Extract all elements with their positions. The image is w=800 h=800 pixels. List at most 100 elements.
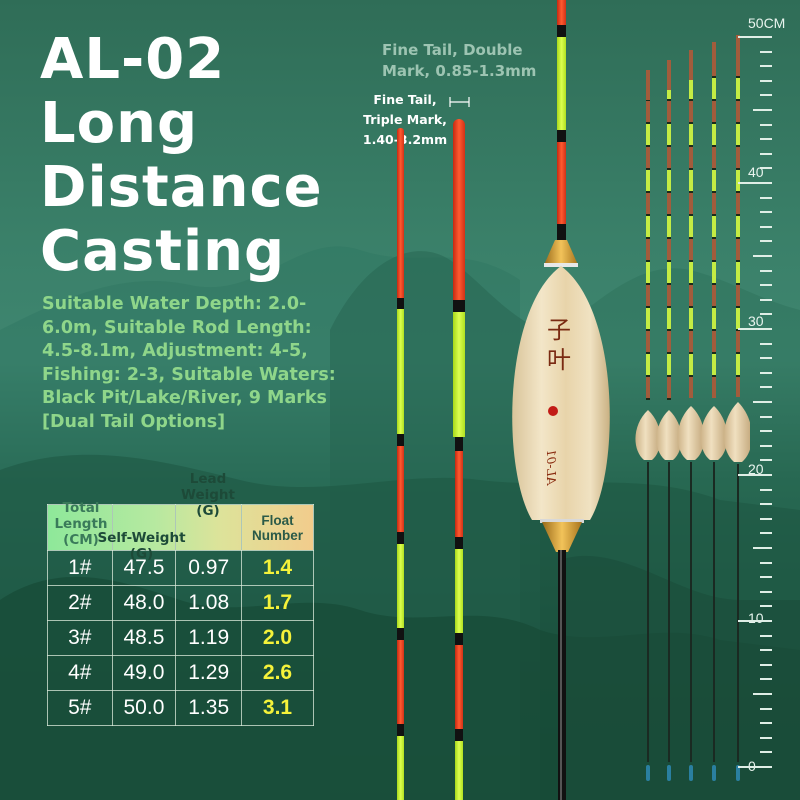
header-total-length [47, 504, 113, 551]
header-self-weight [111, 504, 177, 551]
small-float-2 [656, 60, 682, 781]
header-lead-weight [175, 504, 243, 551]
ruler-tick [760, 532, 772, 535]
small-float-5 [723, 35, 750, 781]
ruler-tick [753, 401, 772, 403]
thick-tail-detail [453, 119, 465, 800]
ruler-tick [760, 576, 772, 579]
ruler-tick [760, 736, 772, 739]
table-header-row: Float Number [47, 504, 314, 551]
ruler-tick [760, 211, 772, 214]
small-float-1 [635, 70, 661, 781]
ruler-tick [760, 65, 772, 68]
ruler-tick [760, 707, 772, 710]
width-measure-icon [449, 97, 470, 107]
ruler-tick [760, 605, 772, 608]
ruler-tick [760, 386, 772, 389]
cell-model: 2# [47, 585, 113, 621]
cell-length: 50.0 [111, 690, 177, 726]
ruler-tick [760, 152, 772, 155]
ruler-tick [738, 766, 772, 768]
ruler-tick [760, 430, 772, 433]
cell-lead: 1.08 [175, 585, 243, 621]
ruler-tick [760, 590, 772, 593]
ruler-tick [760, 167, 772, 170]
double-mark-tail-note: Fine Tail, Double Mark, 0.85-1.3mm [382, 41, 537, 80]
table-row: 1# 47.5 0.97 1.4 [47, 550, 314, 586]
thin-tail-detail [397, 128, 404, 800]
ruler-tick [760, 225, 772, 228]
ruler-tick [738, 328, 772, 330]
main-float-body [512, 240, 610, 800]
cell-float-number: 2.6 [241, 655, 314, 691]
ruler-tick [738, 620, 772, 622]
header-label-total-length: Total Length (CM) [54, 500, 108, 548]
cell-model: 3# [47, 620, 113, 656]
cell-float-number: 2.0 [241, 620, 314, 656]
title-line-model: AL-02 [40, 27, 226, 92]
cell-lead: 1.19 [175, 620, 243, 656]
header-label-lead-weight: Lead Weight (G) [181, 471, 235, 519]
table-row: 2# 48.0 1.08 1.7 [47, 585, 314, 621]
ruler-tick [760, 138, 772, 141]
small-float-4 [700, 42, 728, 781]
triple-mark-tail-note: Fine Tail, Triple Mark, 1.40-3.2mm [362, 92, 448, 147]
ruler-tick [760, 240, 772, 243]
cell-float-number: 1.4 [241, 550, 314, 586]
ruler-tick [760, 649, 772, 652]
ruler-tick [760, 79, 772, 82]
ruler-label-50: 50CM [748, 15, 786, 31]
ruler-tick [760, 415, 772, 418]
ruler-tick [760, 284, 772, 287]
ruler-tick [760, 50, 772, 53]
header-label-self-weight: Self-Weight (G) [97, 530, 186, 562]
ruler-tick [760, 751, 772, 754]
ruler-tick [738, 182, 772, 184]
cell-model: 4# [47, 655, 113, 691]
small-float-3 [677, 50, 705, 781]
product-title: AL-02 Long Distance Casting [40, 28, 323, 284]
table-row: 4# 49.0 1.29 2.6 [47, 655, 314, 691]
ruler-label-30: 30 [748, 313, 764, 329]
cell-lead: 1.29 [175, 655, 243, 691]
ruler-tick [738, 36, 772, 38]
cell-model: 5# [47, 690, 113, 726]
ruler-tick [760, 313, 772, 316]
ruler-tick [760, 503, 772, 506]
ruler-tick [760, 459, 772, 462]
ruler-tick [753, 255, 772, 257]
ruler-tick [760, 298, 772, 301]
cell-lead: 0.97 [175, 550, 243, 586]
cell-length: 48.5 [111, 620, 177, 656]
table-row: 5# 50.0 1.35 3.1 [47, 690, 314, 726]
ruler-tick [760, 371, 772, 374]
ruler-label-20: 20 [748, 461, 764, 477]
cell-lead: 1.35 [175, 690, 243, 726]
ruler-tick [760, 561, 772, 564]
float-model-mark: AL-01 [543, 449, 558, 485]
ruler-tick [760, 357, 772, 360]
ruler-tick [738, 474, 772, 476]
cell-float-number: 1.7 [241, 585, 314, 621]
ruler-tick [760, 678, 772, 681]
ruler-tick [760, 342, 772, 345]
ruler-tick [753, 693, 772, 695]
ruler-tick [760, 663, 772, 666]
title-line-2: Long [40, 91, 199, 156]
ruler-tick [753, 109, 772, 111]
ruler-tick [760, 634, 772, 637]
product-description: Suitable Water Depth: 2.0-6.0m, Suitable… [42, 294, 336, 432]
header-float-number: Float Number [241, 504, 314, 551]
ruler-tick [760, 94, 772, 97]
ruler-tick [760, 196, 772, 199]
ruler-tick [760, 269, 772, 272]
table-row: 3# 48.5 1.19 2.0 [47, 620, 314, 656]
title-line-4: Casting [40, 219, 286, 284]
ruler-tick [760, 488, 772, 491]
cell-length: 49.0 [111, 655, 177, 691]
spec-table: Float Number 1# 47.5 0.97 1.4 2# 48.0 1.… [47, 504, 314, 726]
length-ruler: 50CM 40 30 20 10 0 [738, 0, 800, 800]
ruler-tick [760, 517, 772, 520]
ruler-label-40: 40 [748, 164, 764, 180]
title-line-3: Distance [40, 155, 323, 220]
